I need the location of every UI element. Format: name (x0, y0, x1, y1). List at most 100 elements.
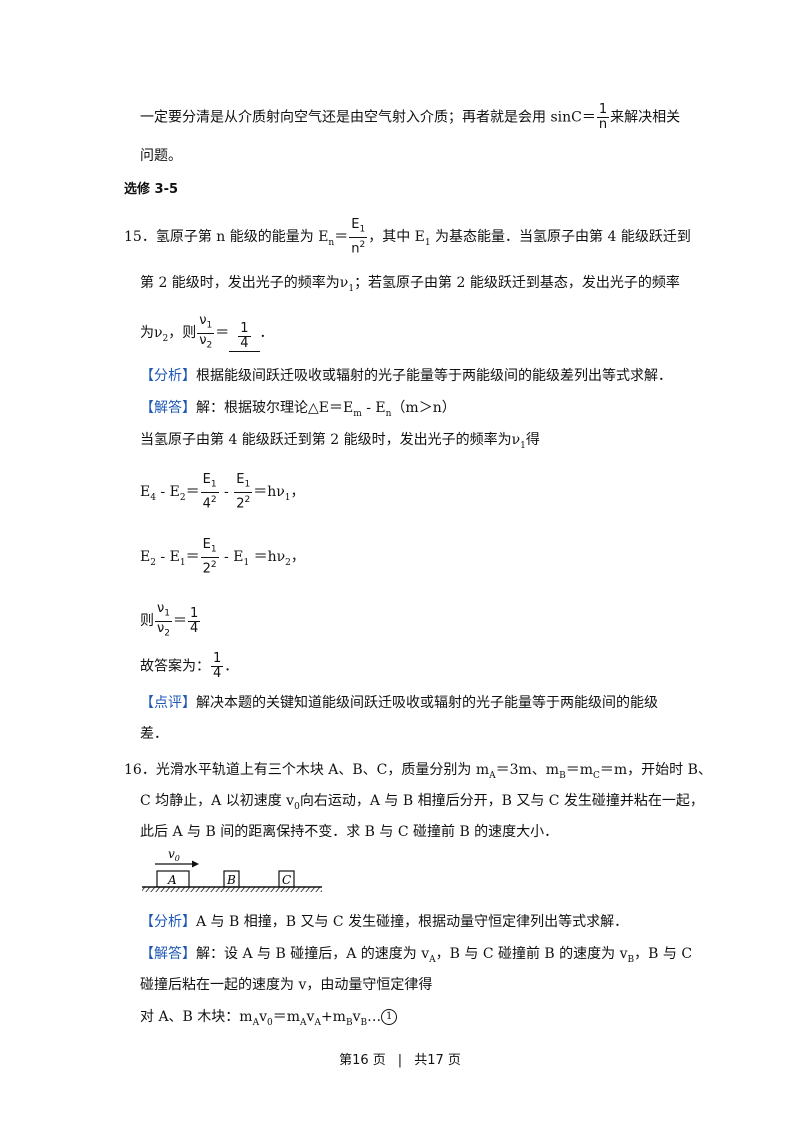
q15-sub-b: 1 (424, 237, 431, 248)
eq3-den-v: ν (157, 620, 165, 636)
track-hatching (142, 887, 322, 892)
eq2-b-sub: 1 (179, 557, 186, 568)
q15-line3-text: 为ν (140, 325, 163, 342)
q15-line3-text-b: ，则 (168, 325, 197, 342)
q16-analysis-tag: 【分析】 (140, 914, 196, 930)
q15-text: 氢原子第 n 能级的能量为 E (155, 228, 329, 245)
q15-line-3: 为ν2，则 ν1 ν2 ＝ 1 4 ． (140, 313, 274, 353)
eq1-a: E (140, 483, 151, 500)
intro-frac-den: n (598, 117, 608, 132)
q16-solution-3: 对 A、B 木块：mAv0＝mAvA+mBvB… 1 (140, 1007, 398, 1033)
eq3-a: 则 (140, 613, 154, 630)
eq2-a-sub: 2 (150, 557, 156, 568)
q15-eq1: E4 - E2＝ E1 42 - E1 22 ＝hν1， (140, 473, 305, 511)
q15-text-b: ，其中 E (368, 228, 425, 245)
eq1-f2-den: 22 (234, 493, 252, 511)
eq2-f-num: E1 (200, 538, 219, 558)
q15-comment-line2: 差． (140, 726, 168, 742)
q16-line2-b: 向右运动，A 与 B 相撞后分开，B 又与 C 发生碰撞并粘在一起， (299, 793, 704, 809)
q15-ratio-den-sub: 2 (206, 340, 213, 351)
q16-line2-a: C 均静止，A 以初速度 v (140, 793, 295, 809)
q15-ratio-den: ν2 (197, 333, 214, 353)
q15-analysis: 【分析】根据能级间跃迁吸收或辐射的光子能量等于两能级间的能级差列出等式求解． (140, 366, 672, 386)
velocity-label: v0 (168, 847, 180, 863)
eq2-c: ＝ (185, 548, 200, 565)
eq1-b-sub: 2 (179, 492, 186, 503)
intro-line-2: 问题。 (140, 146, 182, 166)
q16-sol3-c: ＝m (272, 1009, 301, 1025)
q15-analysis-tag: 【分析】 (140, 368, 196, 384)
final-den: 4 (213, 666, 222, 681)
q15-ratio-num-v: ν (199, 313, 207, 328)
collision-figure: v0 A B C (142, 847, 322, 892)
final-num: 1 (211, 651, 224, 667)
final-end: ． (224, 658, 239, 675)
q16-sol1-c: ，B 与 C (634, 946, 693, 962)
q15-step1-end: 得 (525, 432, 540, 448)
q15-frac-num-e: E (351, 217, 360, 232)
q16-sol3-s1: A (252, 1017, 260, 1028)
equation-number-circle: 1 (381, 1009, 398, 1025)
q16-sol1-a: 解：设 A 与 B 碰撞后，A 的速度为 v (196, 946, 430, 962)
block-c-label: C (282, 873, 291, 887)
q15-answer-end: ． (259, 325, 274, 342)
q15-analysis-text: 根据能级间跃迁吸收或辐射的光子能量等于两能级间的能级差列出等式求解． (196, 368, 672, 384)
q15-solution-sub-n: n (385, 408, 392, 419)
q15-step1: 当氢原子由第 4 能级跃迁到第 2 能级时，发出光子的频率为ν1得 (140, 430, 540, 456)
q16-sol3-s2: 0 (267, 1017, 273, 1028)
eq1-f1-num-sub: 1 (210, 479, 217, 490)
q15-eq3: 则 ν1 ν2 ＝ 1 4 (140, 602, 201, 640)
q15-frac-num: E1 (349, 217, 368, 238)
q15-energy-fraction: E1 n2 (349, 217, 368, 256)
eq1-d: - (219, 483, 234, 500)
q15-comment-2: 差． (140, 724, 168, 744)
eq1-f1-num: E1 (200, 473, 219, 493)
section-title-text: 选修 3-5 (124, 182, 179, 197)
q15-eq2: E2 - E1＝ E1 22 - E1 ＝hν2， (140, 538, 305, 576)
q16-line1-d: ＝m，开始时 B、 (599, 762, 712, 778)
eq1-c: ＝ (185, 483, 200, 500)
eq3-eq: ＝ (173, 613, 187, 630)
eq2-f-den: 22 (201, 558, 219, 576)
q16-sol1-sub-b: B (627, 954, 635, 965)
q15-final-answer: 故答案为： 1 4 ． (140, 652, 238, 681)
eq2-b: - E (155, 548, 180, 565)
eq2-d-sub: 1 (243, 557, 250, 568)
eq2-e-sub: 2 (285, 557, 291, 568)
q15-line2-text-b: ；若氢原子由第 2 能级跃迁到基态，发出光子的频率 (354, 275, 680, 291)
q16-analysis: 【分析】A 与 B 相撞，B 又与 C 发生碰撞，根据动量守恒定律列出等式求解． (140, 912, 628, 932)
q15-comment-tag: 【点评】 (140, 695, 196, 711)
intro-text-2: 来解决相关 (610, 109, 681, 126)
q16-sol3-s3: A (300, 1017, 307, 1028)
q16-line1-sub-c: C (593, 770, 600, 781)
eq2-end: ， (290, 548, 305, 565)
q15-comment: 【点评】解决本题的关键知道能级间跃迁吸收或辐射的光子能量等于两能级间的能级 (140, 693, 658, 713)
page-footer: 第16 页 | 共17 页 (0, 1049, 800, 1068)
q15-ratio-num-sub: 1 (206, 320, 213, 331)
intro-text-3: 问题。 (140, 148, 182, 164)
eq3-fraction: ν1 ν2 (155, 602, 172, 640)
q15-text-c: 为基态能量．当氢原子由第 4 能级跃迁到 (430, 228, 691, 245)
q16-solution-1: 【解答】解：设 A 与 B 碰撞后，A 的速度为 vA，B 与 C 碰撞前 B … (140, 944, 692, 970)
q16-line2-sub: 0 (294, 801, 300, 812)
q15-solution: 【解答】解：根据玻尔理论△E＝Em - En（m＞n） (140, 398, 456, 424)
q16-line1-sub-b: B (559, 770, 566, 781)
q16-line-2: C 均静止，A 以初速度 v0向右运动，A 与 B 相撞后分开，B 又与 C 发… (140, 791, 704, 817)
q16-sol3-e: +m (320, 1009, 346, 1025)
q15-frac-den-n: n (351, 240, 360, 256)
intro-text: 一定要分清是从介质射向空气还是由空气射入介质；再者就是会用 sinC＝ (140, 109, 596, 126)
q15-line2-text: 第 2 能级时，发出光子的频率为ν (140, 275, 349, 291)
q16-line-1: 16．光滑水平轨道上有三个木块 A、B、C，质量分别为 mA＝3m、mB＝mC＝… (124, 760, 712, 786)
q16-solution-tag: 【解答】 (140, 946, 196, 962)
q15-solution-text-c: （m＞n） (391, 400, 456, 416)
q15-frac-den: n2 (349, 238, 367, 256)
eq1-fraction-2: E1 22 (234, 473, 253, 511)
eq2-e: ＝hν (249, 548, 286, 565)
block-b-label: B (226, 873, 236, 887)
section-title: 选修 3-5 (124, 180, 178, 200)
q15-line-1: 15．氢原子第 n 能级的能量为 En＝ E1 n2 ，其中 E1 为基态能量．当氢原… (124, 218, 691, 256)
q16-sol1-b: ，B 与 C 碰撞前 B 的速度为 v (435, 946, 628, 962)
